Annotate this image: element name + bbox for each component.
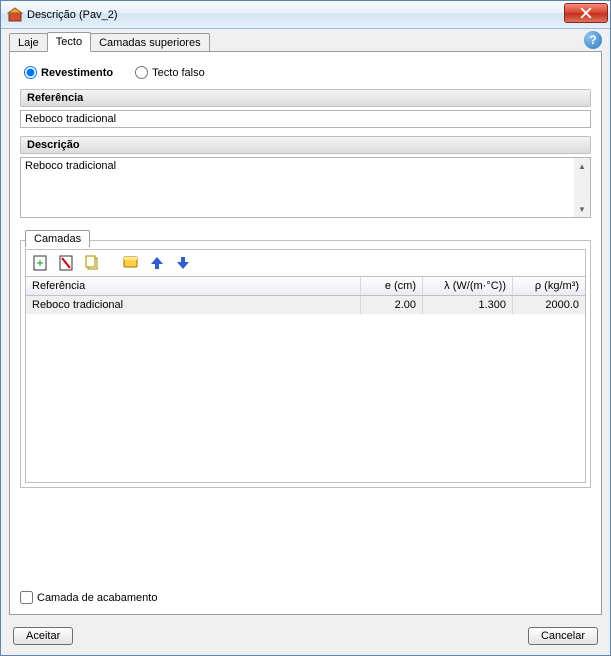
scroll-down-icon[interactable]: ▼ <box>574 201 590 217</box>
copy-icon[interactable] <box>84 254 102 272</box>
textarea-scrollbar[interactable]: ▲ ▼ <box>574 158 590 217</box>
tab-strip: Laje Tecto Camadas superiores ? <box>5 29 606 51</box>
radio-false-ceiling[interactable]: Tecto falso <box>135 66 205 79</box>
layers-tab[interactable]: Camadas <box>25 230 90 247</box>
layers-grid-header: Referência e (cm) λ (W/(m·°C)) ρ (kg/m³) <box>26 276 585 296</box>
help-icon[interactable]: ? <box>584 31 602 49</box>
dialog-buttons: Aceitar Cancelar <box>13 627 598 645</box>
radio-coating[interactable]: Revestimento <box>24 66 113 79</box>
col-header-ref[interactable]: Referência <box>26 277 361 295</box>
layers-panel: Camadas Referência e (cm) <box>20 240 591 488</box>
app-icon <box>7 7 23 23</box>
description-textarea[interactable] <box>21 158 574 214</box>
description-heading: Descrição <box>20 136 591 154</box>
layers-inner: Referência e (cm) λ (W/(m·°C)) ρ (kg/m³)… <box>25 249 586 483</box>
delete-icon[interactable] <box>58 254 76 272</box>
description-box: ▲ ▼ <box>20 157 591 218</box>
radio-false-ceiling-input[interactable] <box>135 66 148 79</box>
title-bar: Descrição (Pav_2) <box>1 1 610 29</box>
layers-grid-body[interactable]: Reboco tradicional 2.00 1.300 2000.0 <box>26 296 585 482</box>
tab-laje[interactable]: Laje <box>9 33 48 52</box>
layers-tab-strip: Camadas <box>25 227 590 247</box>
cell-rho: 2000.0 <box>513 296 585 314</box>
cell-lambda: 1.300 <box>423 296 513 314</box>
cancel-button[interactable]: Cancelar <box>528 627 598 645</box>
col-header-e[interactable]: e (cm) <box>361 277 423 295</box>
scroll-up-icon[interactable]: ▲ <box>574 158 590 174</box>
finish-layer-checkbox[interactable] <box>20 591 33 604</box>
dialog-window: Descrição (Pav_2) Laje Tecto Camadas sup… <box>0 0 611 656</box>
add-icon[interactable] <box>32 254 50 272</box>
client-area: Laje Tecto Camadas superiores ? Revestim… <box>5 29 606 651</box>
finish-layer-label: Camada de acabamento <box>37 592 157 604</box>
finish-layer-row: Camada de acabamento <box>20 591 591 604</box>
tab-camadas-superiores[interactable]: Camadas superiores <box>90 33 210 52</box>
accept-button[interactable]: Aceitar <box>13 627 73 645</box>
cell-ref: Reboco tradicional <box>26 296 361 314</box>
move-up-icon[interactable] <box>148 254 166 272</box>
col-header-rho[interactable]: ρ (kg/m³) <box>513 277 585 295</box>
table-row[interactable]: Reboco tradicional 2.00 1.300 2000.0 <box>26 296 585 314</box>
col-header-lambda[interactable]: λ (W/(m·°C)) <box>423 277 513 295</box>
window-title: Descrição (Pav_2) <box>27 9 564 21</box>
move-down-icon[interactable] <box>174 254 192 272</box>
reference-input[interactable] <box>20 110 591 128</box>
radio-false-ceiling-label: Tecto falso <box>152 67 205 79</box>
radio-coating-input[interactable] <box>24 66 37 79</box>
reference-heading: Referência <box>20 89 591 107</box>
edit-icon[interactable] <box>122 254 140 272</box>
tab-panel: Revestimento Tecto falso Referência Desc… <box>9 51 602 615</box>
cell-e: 2.00 <box>361 296 423 314</box>
close-button[interactable] <box>564 3 608 23</box>
layers-toolbar <box>26 250 585 276</box>
type-radio-group: Revestimento Tecto falso <box>24 66 591 79</box>
radio-coating-label: Revestimento <box>41 67 113 79</box>
tab-tecto[interactable]: Tecto <box>47 32 91 52</box>
